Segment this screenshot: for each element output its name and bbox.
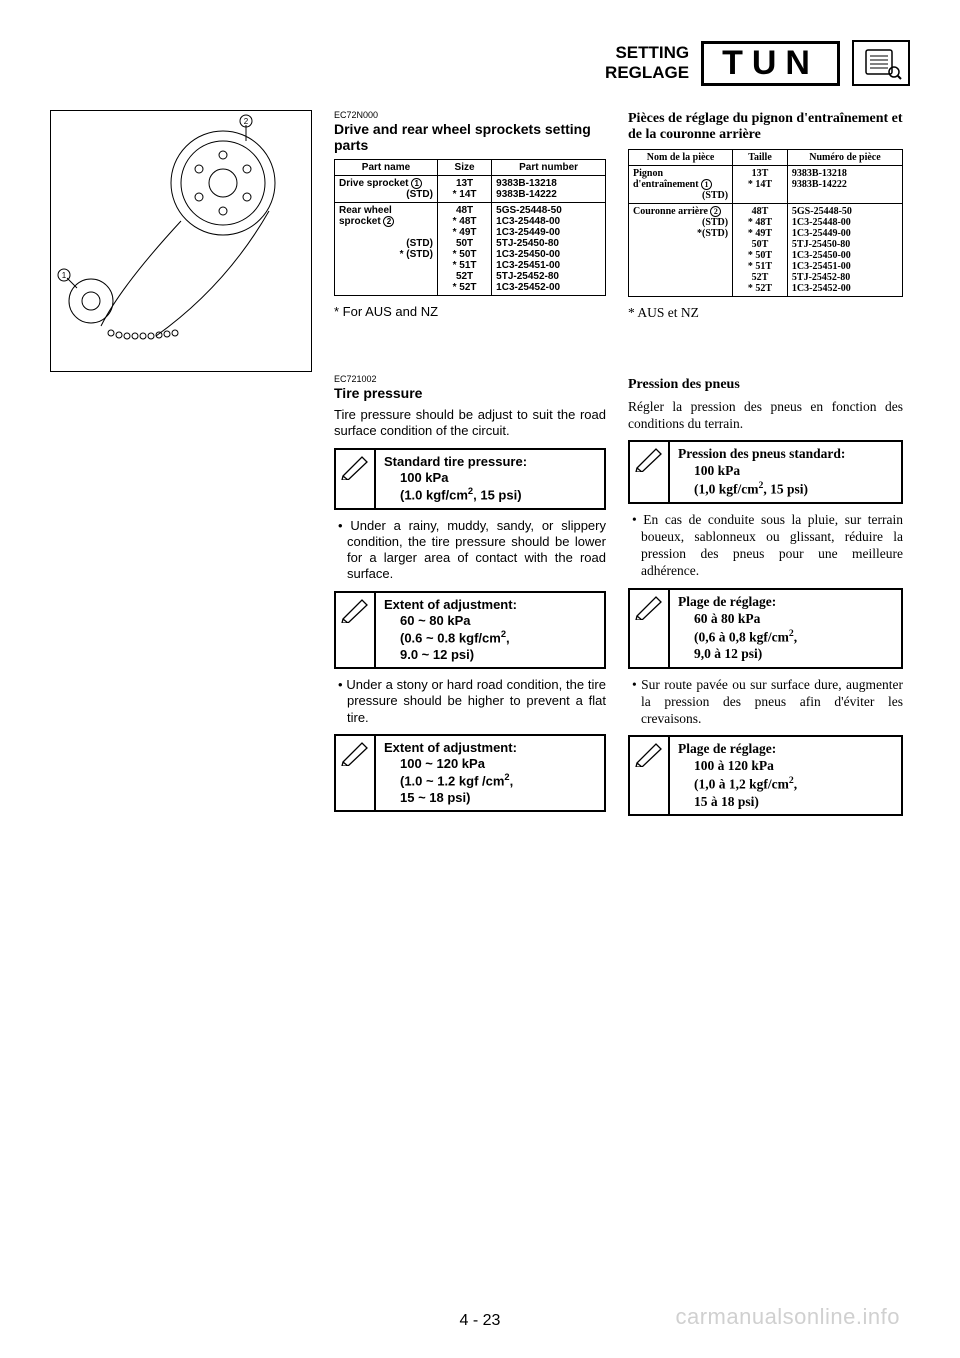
tire-pressure-body-fr: Régler la pression des pneus en fonction… [628,399,903,432]
pencil-icon [630,590,670,667]
th-partname: Part name [335,160,438,176]
spec3-l2-fr: 100 à 120 kPa [678,758,797,775]
th-partname-fr: Nom de la pièce [629,150,733,166]
svg-text:1: 1 [62,271,67,280]
ec-code-1: EC72N000 [334,110,606,120]
sprockets-table-fr: Nom de la pièce Taille Numéro de pièce P… [628,149,903,297]
spec1-l1-fr: Pression des pneus standard: [678,446,845,463]
high-pressure-box-en: Extent of adjustment: 100 ~ 120 kPa (1.0… [334,734,606,812]
rear-sprocket-name: Rear wheel sprocket 2 (STD) * (STD) [335,203,438,296]
spec3-l4: 15 ~ 18 psi) [384,790,517,806]
spec3-l1-fr: Plage de réglage: [678,741,797,758]
pencil-icon [336,736,376,810]
drive-sprocket-size: 13T * 14T [437,176,491,203]
spec1-l2: 100 kPa [384,470,527,486]
spec1-l2-fr: 100 kPa [678,463,845,480]
bullet-rainy-en: • Under a rainy, muddy, sandy, or slippe… [334,518,606,583]
th-partnumber-fr: Numéro de pièce [787,150,902,166]
header: SETTING REGLAGE TUN [50,40,910,86]
drive-sprocket-num-fr: 9383B-13218 9383B-14222 [787,166,902,204]
tire-pressure-body-en: Tire pressure should be adjust to suit t… [334,407,606,440]
low-pressure-box-fr: Plage de réglage: 60 à 80 kPa (0,6 à 0,8… [628,588,903,669]
sprockets-title-en: Drive and rear wheel sprockets setting p… [334,121,606,153]
pencil-icon [630,442,670,502]
spec2-l3-fr: (0,6 à 0,8 kgf/cm2, [678,628,797,646]
standard-pressure-box-fr: Pression des pneus standard: 100 kPa (1,… [628,440,903,504]
th-partnumber: Part number [492,160,606,176]
spec2-l4-fr: 9,0 à 12 psi) [678,646,797,663]
spec3-l4-fr: 15 à 18 psi) [678,794,797,811]
right-column: Pièces de réglage du pignon d'entraîneme… [628,110,903,824]
title-fr: REGLAGE [605,63,689,83]
drive-sprocket-num: 9383B-13218 9383B-14222 [492,176,606,203]
bullet-stony-fr: • Sur route pavée ou sur surface dure, a… [628,677,903,728]
high-pressure-box-fr: Plage de réglage: 100 à 120 kPa (1,0 à 1… [628,735,903,816]
spec2-l4: 9.0 ~ 12 psi) [384,647,517,663]
rear-sprocket-num: 5GS-25448-50 1C3-25448-00 1C3-25449-00 5… [492,203,606,296]
spec2-l2: 60 ~ 80 kPa [384,613,517,629]
tire-pressure-title-en: Tire pressure [334,385,606,401]
spec2-l1: Extent of adjustment: [384,597,517,613]
manual-icon [852,40,910,86]
bullet-rainy-fr: • En cas de conduite sous la pluie, sur … [628,512,903,580]
aus-nz-note-en: * For AUS and NZ [334,304,606,319]
aus-nz-note-fr: * AUS et NZ [628,305,903,321]
th-size: Size [437,160,491,176]
sprocket-diagram: 2 1 [50,110,312,372]
tun-code-box: TUN [701,41,840,86]
rear-sprocket-name-fr: Couronne arrière 2 (STD) *(STD) [629,204,733,297]
middle-column: EC72N000 Drive and rear wheel sprockets … [334,110,606,824]
svg-text:2: 2 [244,117,249,126]
spec3-l3-fr: (1,0 à 1,2 kgf/cm2, [678,775,797,793]
bullet-stony-en: • Under a stony or hard road condition, … [334,677,606,726]
th-size-fr: Taille [733,150,788,166]
ec-code-2: EC721002 [334,374,606,384]
pencil-icon [336,450,376,508]
spec2-l1-fr: Plage de réglage: [678,594,797,611]
left-column: 2 1 [50,110,312,824]
drive-sprocket-name-fr: Pignon d'entraînement 1 (STD) [629,166,733,204]
rear-sprocket-num-fr: 5GS-25448-50 1C3-25448-00 1C3-25449-00 5… [787,204,902,297]
drive-sprocket-size-fr: 13T * 14T [733,166,788,204]
standard-pressure-box-en: Standard tire pressure: 100 kPa (1.0 kgf… [334,448,606,510]
rear-sprocket-size-fr: 48T * 48T * 49T 50T * 50T * 51T 52T * 52… [733,204,788,297]
spec1-l3-fr: (1,0 kgf/cm2, 15 psi) [678,480,845,498]
pencil-icon [630,737,670,814]
sprockets-table-en: Part name Size Part number Drive sprocke… [334,159,606,296]
rear-sprocket-size: 48T * 48T * 49T 50T * 50T * 51T 52T * 52… [437,203,491,296]
spec3-l2: 100 ~ 120 kPa [384,756,517,772]
sprockets-title-fr: Pièces de réglage du pignon d'entraîneme… [628,111,903,143]
spec1-l3: (1.0 kgf/cm2, 15 psi) [384,486,527,504]
spec2-l3: (0.6 ~ 0.8 kgf/cm2, [384,629,517,647]
pencil-icon [336,593,376,667]
spec3-l3: (1.0 ~ 1.2 kgf /cm2, [384,772,517,790]
watermark: carmanualsonline.info [675,1304,900,1330]
title-en: SETTING [605,43,689,63]
spec1-l1: Standard tire pressure: [384,454,527,470]
spec3-l1: Extent of adjustment: [384,740,517,756]
tire-pressure-title-fr: Pression des pneus [628,377,903,393]
spec2-l2-fr: 60 à 80 kPa [678,611,797,628]
low-pressure-box-en: Extent of adjustment: 60 ~ 80 kPa (0.6 ~… [334,591,606,669]
header-titles: SETTING REGLAGE [605,43,689,82]
drive-sprocket-name: Drive sprocket 1 (STD) [335,176,438,203]
